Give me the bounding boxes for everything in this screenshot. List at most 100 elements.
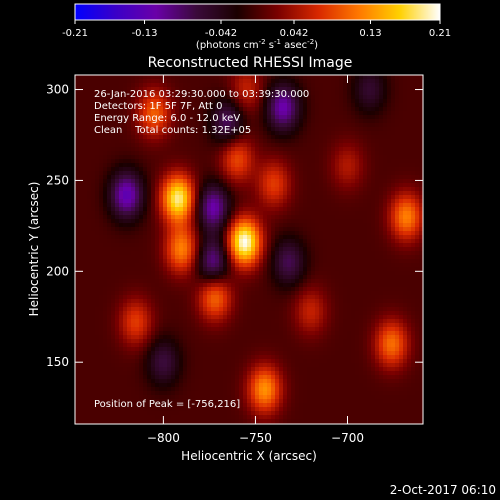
heatmap-cell [283,375,288,380]
heatmap-cell [291,191,296,196]
heatmap-cell [163,223,168,228]
heatmap-cell [231,175,236,180]
heatmap-cell [263,407,268,412]
heatmap-cell [107,91,112,96]
heatmap-cell [143,331,148,336]
heatmap-cell [259,247,264,252]
heatmap-cell [283,215,288,220]
heatmap-cell [107,251,112,256]
heatmap-cell [183,319,188,324]
heatmap-cell [195,363,200,368]
heatmap-cell [139,239,144,244]
heatmap-cell [99,91,104,96]
heatmap-cell [267,127,272,132]
heatmap-cell [155,299,160,304]
heatmap-cell [135,239,140,244]
heatmap-cell [191,319,196,324]
heatmap-cell [187,343,192,348]
heatmap-cell [183,103,188,108]
heatmap-cell [259,263,264,268]
heatmap-cell [103,411,108,416]
heatmap-cell [103,343,108,348]
heatmap-cell [187,399,192,404]
heatmap-cell [279,303,284,308]
heatmap-cell [87,351,92,356]
heatmap-cell [211,139,216,144]
heatmap-cell [287,159,292,164]
heatmap-cell [91,271,96,276]
heatmap-cell [175,111,180,116]
heatmap-cell [291,231,296,236]
heatmap-cell [127,395,132,400]
heatmap-cell [187,115,192,120]
heatmap-cell [143,111,148,116]
heatmap-cell [79,399,84,404]
heatmap-cell [271,343,276,348]
heatmap-cell [219,191,224,196]
heatmap-cell [171,291,176,296]
heatmap-cell [183,119,188,124]
heatmap-cell [235,411,240,416]
heatmap-cell [163,387,168,392]
heatmap-cell [87,395,92,400]
heatmap-cell [115,211,120,216]
heatmap-cell [199,339,204,344]
heatmap-cell [207,159,212,164]
heatmap-cell [187,283,192,288]
heatmap-cell [179,359,184,364]
heatmap-cell [223,391,228,396]
heatmap-cell [99,211,104,216]
heatmap-cell [103,199,108,204]
heatmap-cell [127,335,132,340]
heatmap-cell [119,203,124,208]
heatmap-cell [111,267,116,272]
heatmap-cell [123,383,128,388]
heatmap-cell [219,299,224,304]
heatmap-cell [287,83,292,88]
heatmap-cell [95,187,100,192]
heatmap-cell [151,111,156,116]
heatmap-cell [259,279,264,284]
heatmap-cell [291,151,296,156]
heatmap-cell [179,307,184,312]
heatmap-cell [199,123,204,128]
heatmap-cell [87,211,92,216]
heatmap-cell [291,395,296,400]
heatmap-cell [79,107,84,112]
heatmap-cell [147,99,152,104]
heatmap-cell [223,303,228,308]
heatmap-cell [247,163,252,168]
heatmap-cell [187,167,192,172]
heatmap-cell [211,263,216,268]
heatmap-cell [147,279,152,284]
heatmap-cell [187,247,192,252]
heatmap-cell [263,223,268,228]
heatmap-cell [239,355,244,360]
heatmap-cell [175,415,180,420]
heatmap-cell [99,311,104,316]
heatmap-cell [107,259,112,264]
heatmap-cell [267,291,272,296]
heatmap-cell [83,407,88,412]
heatmap-cell [163,299,168,304]
heatmap-cell [151,103,156,108]
heatmap-cell [195,315,200,320]
heatmap-cell [87,123,92,128]
heatmap-cell [219,91,224,96]
heatmap-cell [79,347,84,352]
heatmap-cell [299,119,304,124]
heatmap-cell [187,351,192,356]
heatmap-cell [283,211,288,216]
heatmap-cell [115,147,120,152]
heatmap-cell [259,75,264,80]
heatmap-cell [107,367,112,372]
heatmap-cell [75,135,80,140]
heatmap-cell [103,111,108,116]
heatmap-cell [267,415,272,420]
heatmap-cell [83,343,88,348]
heatmap-cell [235,395,240,400]
heatmap-cell [131,311,136,316]
heatmap-cell [239,259,244,264]
heatmap-cell [107,371,112,376]
heatmap-cell [215,219,220,224]
